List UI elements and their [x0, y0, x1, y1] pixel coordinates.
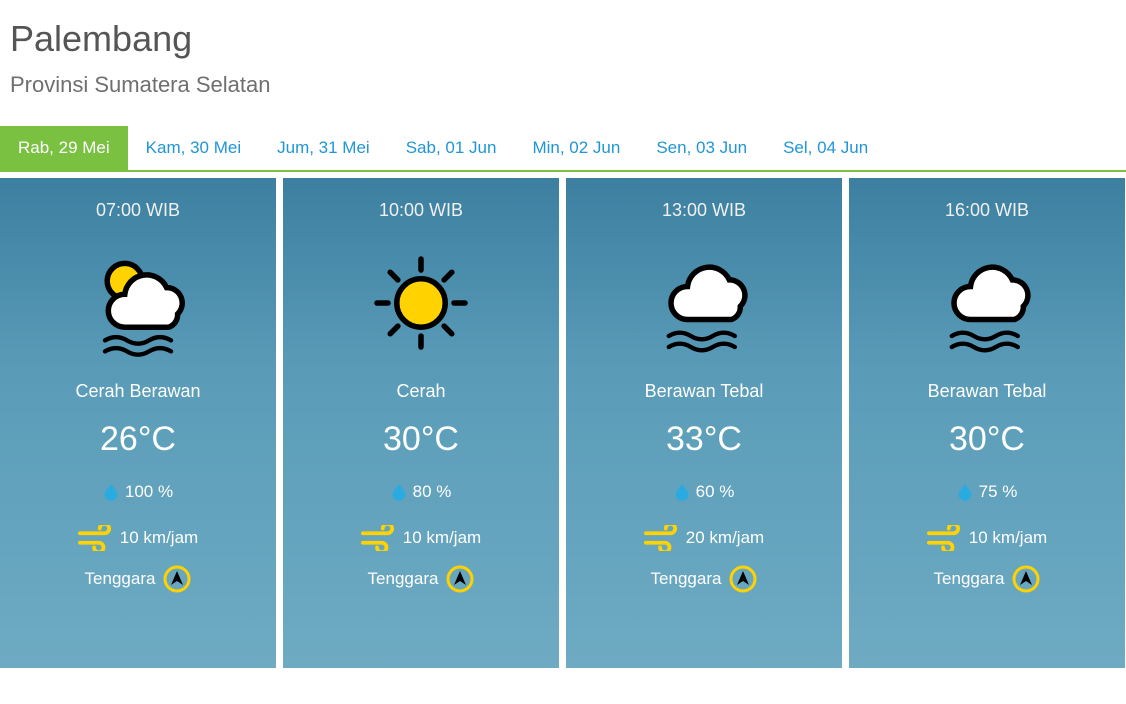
compass-icon	[446, 565, 474, 593]
forecast-row: 07:00 WIB Cerah Berawan 26°C 100 % 10 km…	[0, 172, 1126, 668]
drop-icon	[674, 481, 690, 503]
compass-icon	[729, 565, 757, 593]
forecast-time: 10:00 WIB	[379, 200, 463, 221]
humidity: 75 %	[957, 481, 1018, 503]
province-subtitle: Provinsi Sumatera Selatan	[10, 72, 1116, 98]
wind-direction: Tenggara	[651, 565, 758, 593]
weather-icon	[927, 243, 1047, 363]
wind-speed: 10 km/jam	[361, 525, 481, 551]
wind-direction: Tenggara	[368, 565, 475, 593]
drop-icon	[957, 481, 973, 503]
drop-icon	[391, 481, 407, 503]
forecast-card-2: 13:00 WIB Berawan Tebal 33°C 60 % 20 km/…	[566, 178, 843, 668]
date-tabs: Rab, 29 MeiKam, 30 MeiJum, 31 MeiSab, 01…	[0, 126, 1126, 172]
wind-speed: 20 km/jam	[644, 525, 764, 551]
condition-label: Berawan Tebal	[928, 381, 1047, 402]
condition-label: Cerah Berawan	[75, 381, 200, 402]
forecast-card-0: 07:00 WIB Cerah Berawan 26°C 100 % 10 km…	[0, 178, 277, 668]
wind-direction: Tenggara	[934, 565, 1041, 593]
temperature: 30°C	[949, 420, 1025, 459]
wind-speed: 10 km/jam	[78, 525, 198, 551]
tab-day-0[interactable]: Rab, 29 Mei	[0, 126, 128, 170]
wind-icon	[644, 525, 678, 551]
forecast-time: 07:00 WIB	[96, 200, 180, 221]
weather-icon	[644, 243, 764, 363]
city-title: Palembang	[10, 18, 1116, 60]
forecast-card-1: 10:00 WIB Cerah 30°C 80 % 10 km/jam Teng…	[283, 178, 560, 668]
compass-icon	[163, 565, 191, 593]
weather-icon	[78, 243, 198, 363]
condition-label: Berawan Tebal	[645, 381, 764, 402]
humidity: 100 %	[103, 481, 173, 503]
tab-day-6[interactable]: Sel, 04 Jun	[765, 126, 886, 170]
forecast-time: 16:00 WIB	[945, 200, 1029, 221]
wind-direction: Tenggara	[85, 565, 192, 593]
tab-day-2[interactable]: Jum, 31 Mei	[259, 126, 388, 170]
wind-icon	[927, 525, 961, 551]
tab-day-5[interactable]: Sen, 03 Jun	[638, 126, 765, 170]
forecast-card-3: 16:00 WIB Berawan Tebal 30°C 75 % 10 km/…	[849, 178, 1126, 668]
temperature: 33°C	[666, 420, 742, 459]
wind-icon	[78, 525, 112, 551]
weather-icon	[361, 243, 481, 363]
wind-speed: 10 km/jam	[927, 525, 1047, 551]
humidity: 80 %	[391, 481, 452, 503]
temperature: 26°C	[100, 420, 176, 459]
drop-icon	[103, 481, 119, 503]
wind-icon	[361, 525, 395, 551]
tab-day-3[interactable]: Sab, 01 Jun	[388, 126, 515, 170]
condition-label: Cerah	[396, 381, 445, 402]
tab-day-4[interactable]: Min, 02 Jun	[514, 126, 638, 170]
tab-day-1[interactable]: Kam, 30 Mei	[128, 126, 259, 170]
compass-icon	[1012, 565, 1040, 593]
humidity: 60 %	[674, 481, 735, 503]
temperature: 30°C	[383, 420, 459, 459]
forecast-time: 13:00 WIB	[662, 200, 746, 221]
